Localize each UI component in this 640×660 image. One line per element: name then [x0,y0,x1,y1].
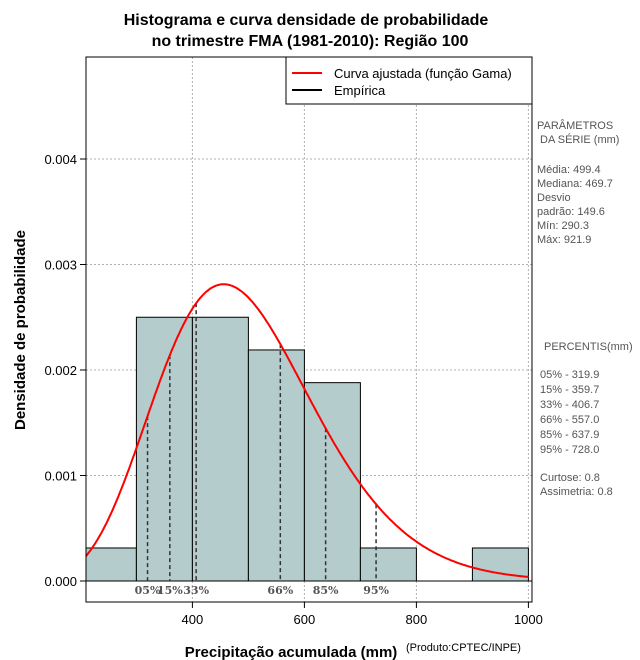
percentil-15: 15% - 359.7 [540,384,599,396]
percentile-label-05%: 05% [135,584,161,597]
percentile-label-85%: 85% [313,584,339,597]
histogram-bars [85,316,532,582]
stat-skewness: Assimetria: 0.8 [540,486,613,498]
params-title-line1: PARÂMETROS [537,119,613,132]
percentile-label-66%: 66% [267,584,293,597]
credit-text: (Produto:CPTEC/INPE) [406,642,521,654]
histogram-bar-200-300 [85,547,137,582]
chart-title-line2: no trimestre FMA (1981-2010): Região 100 [152,33,469,50]
percentil-66: 66% - 557.0 [540,414,599,426]
param-median: Mediana: 469.7 [537,178,613,190]
percentil-95: 95% - 728.0 [540,444,599,456]
percentile-label-95%: 95% [363,584,389,597]
percentil-85: 85% - 637.9 [540,429,599,441]
percentis-title: PERCENTIS(mm) [544,341,633,353]
histogram-bar-600-700 [303,382,361,582]
x-tick-label-800: 800 [406,612,428,627]
y-tick-label-4: 0.004 [44,152,77,167]
params-title-line2: DA SÉRIE (mm) [540,133,619,146]
x-axis: 400 600 800 1000 [182,602,543,627]
x-tick-label-1000: 1000 [514,612,543,627]
side-panel: PARÂMETROS DA SÉRIE (mm) Média: 499.4 Me… [537,119,633,498]
legend-label-curve: Curva ajustada (função Gama) [334,66,512,81]
legend-label-empirical: Empírica [334,83,386,98]
stat-kurtosis: Curtose: 0.8 [540,472,600,484]
y-axis-label: Densidade de probabilidade [12,230,29,430]
percentile-lines [146,303,377,581]
percentil-05: 05% - 319.9 [540,369,599,381]
legend: Curva ajustada (função Gama) Empírica [285,56,533,105]
param-min: Mín: 290.3 [537,220,589,232]
percentile-labels: 05%15% 33% 66% 85% 95% [135,584,390,597]
y-tick-label-0: 0.000 [44,574,77,589]
legend-box [285,56,533,105]
x-tick-label-400: 400 [182,612,204,627]
x-tick-label-600: 600 [294,612,316,627]
histogram-bar-400-500 [191,316,249,582]
chart-title-line1: Histograma e curva densidade de probabil… [124,12,489,29]
y-tick-label-1: 0.001 [44,469,77,484]
param-max: Máx: 921.9 [537,234,591,246]
percentile-label-33%: 33% [183,584,209,597]
y-tick-label-3: 0.003 [44,258,77,273]
percentile-label-15%: 15% [157,584,183,597]
param-stddev-line2: padrão: 149.6 [537,206,605,218]
histogram-bar-500-600 [247,349,305,582]
histogram-bar-300-400 [135,316,193,582]
histogram-bar-700-800 [359,547,417,582]
param-mean: Média: 499.4 [537,164,601,176]
param-stddev-line1: Desvio [537,192,571,204]
gamma-curve [85,283,529,578]
percentil-33: 33% - 406.7 [540,399,599,411]
y-tick-label-2: 0.002 [44,363,77,378]
y-axis: 0.000 0.001 0.002 0.003 0.004 [44,152,86,589]
x-axis-label: Precipitação acumulada (mm) [185,644,398,660]
